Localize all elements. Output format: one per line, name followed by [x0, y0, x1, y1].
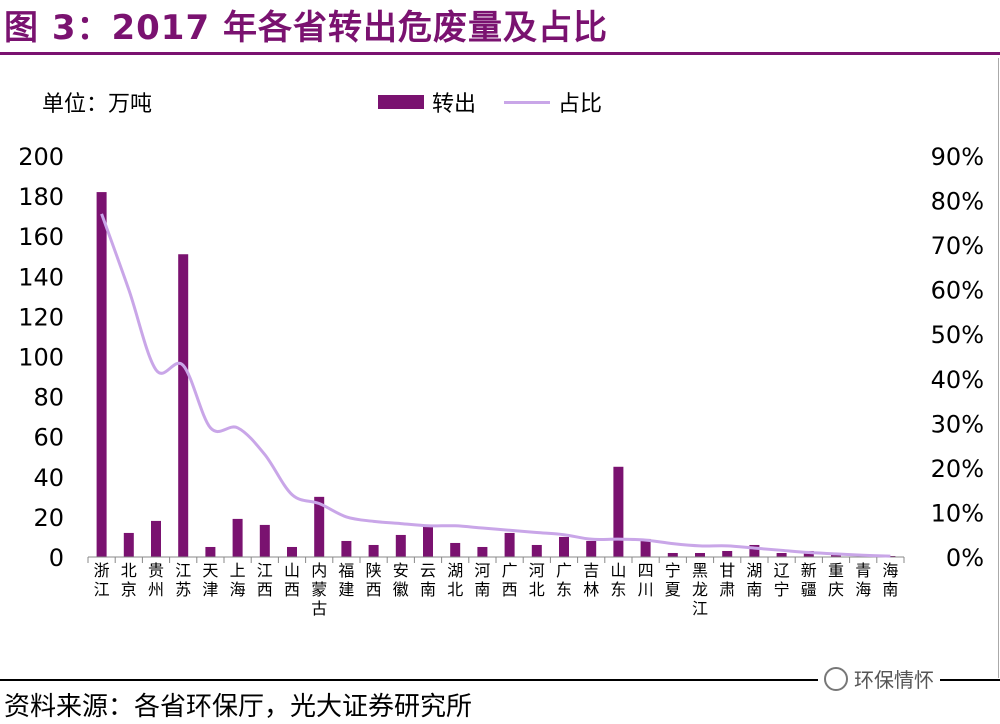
legend-line-label: 占比: [558, 92, 603, 117]
x-tick-label: 贵州: [148, 561, 164, 599]
x-tick-label: 安徽: [393, 561, 409, 599]
watermark-text: 环保情怀: [854, 668, 934, 692]
footer-rule: [0, 679, 1000, 681]
unit-label: 单位：万吨: [42, 92, 153, 117]
bar: [586, 540, 597, 557]
y-tick-label: 120: [18, 303, 64, 331]
x-tick-label: 湖北: [447, 561, 463, 599]
x-tick-label: 甘肃: [719, 561, 735, 599]
x-tick-label: 吉林: [583, 561, 599, 599]
x-tick-label: 广东: [556, 561, 572, 599]
bar: [450, 542, 461, 557]
y-tick-label: 200: [18, 143, 64, 171]
bar: [722, 550, 733, 557]
legend-line-swatch: [504, 100, 551, 104]
bar: [96, 192, 107, 557]
x-tick-label: 北京: [121, 561, 137, 599]
bar: [205, 546, 216, 557]
y2-tick-label: 40%: [931, 366, 984, 394]
y-tick-label: 20: [33, 504, 64, 532]
bar: [559, 536, 569, 557]
share-line: [100, 213, 891, 558]
legend-bar-swatch: [378, 95, 424, 109]
bar: [259, 524, 270, 557]
y-tick-label: 60: [33, 424, 64, 452]
x-tick-label: 江西: [257, 561, 273, 599]
y-tick-label: 40: [33, 464, 64, 492]
x-tick-label: 浙江: [94, 561, 110, 599]
x-tick-label: 山东: [610, 561, 626, 599]
y2-tick-label: 10%: [931, 499, 984, 527]
x-tick-label: 河南: [474, 561, 490, 599]
bar: [695, 552, 705, 557]
source-note: 资料来源：各省环保厅，光大证券研究所: [4, 692, 473, 722]
x-tick-label: 辽宁: [774, 561, 790, 599]
bar: [531, 544, 542, 557]
chart-title: 图 3：2017 年各省转出危废量及占比: [4, 8, 608, 48]
y2-tick-label: 30%: [931, 410, 984, 438]
x-tick-label: 广西: [502, 561, 518, 599]
x-tick-label: 湖南: [746, 561, 762, 599]
bar: [232, 518, 243, 557]
legend-item-line: 占比: [504, 86, 602, 118]
x-tick-label: 海南: [882, 561, 898, 599]
wechat-icon: [824, 666, 848, 691]
bar: [640, 538, 651, 557]
watermark: 环保情怀: [818, 664, 940, 693]
bar: [341, 540, 352, 557]
x-tick-label: 陕西: [366, 561, 382, 599]
bar: [504, 532, 515, 557]
x-tick-label: 云南: [420, 561, 436, 599]
x-tick-label: 山西: [284, 561, 300, 599]
x-tick-label: 重庆: [828, 561, 844, 599]
x-tick-label: 江苏: [175, 561, 191, 599]
bar: [885, 555, 896, 557]
bar: [477, 546, 488, 557]
bar: [831, 554, 841, 557]
bar: [314, 496, 325, 557]
x-tick-label: 四川: [638, 561, 654, 599]
bar: [151, 520, 161, 557]
legend-bar-label: 转出: [432, 92, 477, 117]
x-tick-label: 上海: [230, 561, 246, 599]
x-tick-label: 福建: [338, 561, 354, 599]
bar: [776, 552, 787, 557]
bar: [613, 466, 624, 557]
x-tick-label: 青海: [855, 561, 871, 599]
bar: [178, 254, 189, 557]
x-tick-label: 黑龙江: [692, 561, 708, 618]
chart-frame: [0, 58, 999, 678]
bar: [123, 532, 134, 557]
y2-tick-label: 80%: [931, 188, 984, 216]
title-rule: [0, 52, 1000, 55]
x-tick-label: 内蒙古: [311, 561, 327, 618]
bar: [395, 534, 406, 557]
y-tick-label: 100: [18, 344, 64, 372]
bar: [423, 526, 433, 557]
y-tick-label: 140: [18, 263, 64, 291]
bar: [749, 544, 760, 557]
y-tick-label: 80: [33, 384, 64, 412]
bar: [667, 552, 678, 557]
x-tick-label: 河北: [529, 561, 545, 599]
legend-item-bar: 转出: [378, 86, 476, 118]
y2-tick-label: 70%: [931, 232, 984, 260]
bar: [287, 546, 297, 557]
y2-tick-label: 0%: [946, 544, 984, 572]
y-tick-label: 160: [18, 223, 64, 251]
y2-tick-label: 90%: [931, 143, 984, 171]
y-tick-label: 0: [49, 544, 64, 572]
legend: 转出 占比: [378, 86, 630, 118]
x-tick-label: 天津: [202, 561, 218, 599]
y-tick-label: 180: [18, 183, 64, 211]
bar: [368, 544, 379, 557]
x-tick-label: 宁夏: [665, 561, 681, 599]
y2-tick-label: 20%: [931, 455, 984, 483]
y2-tick-label: 60%: [931, 277, 984, 305]
y2-tick-label: 50%: [931, 321, 984, 349]
x-tick-label: 新疆: [801, 561, 817, 599]
